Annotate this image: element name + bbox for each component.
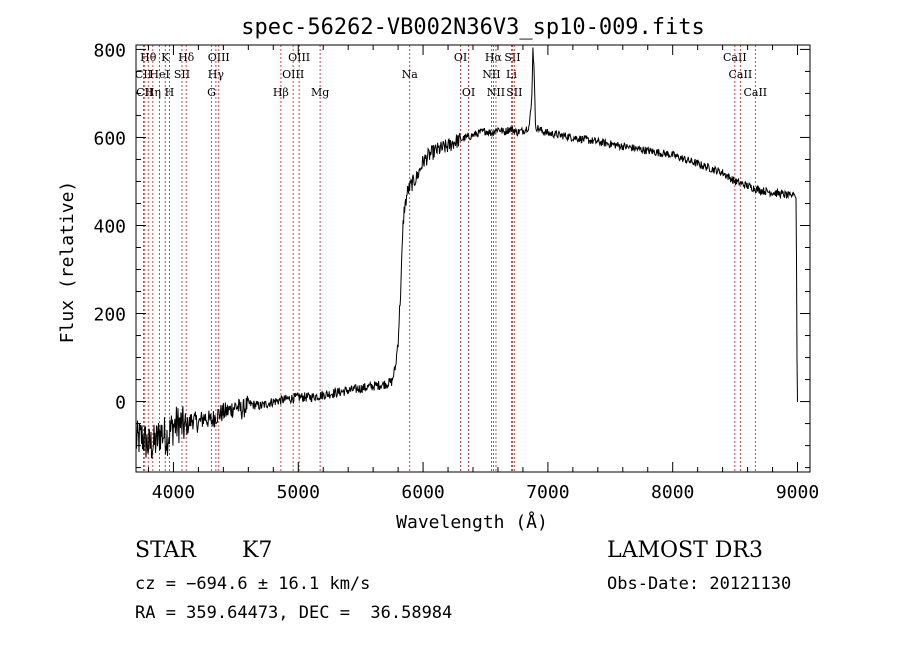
line-label: H: [165, 86, 175, 99]
x-tick-label: 6000: [401, 482, 444, 503]
y-tick-label: 600: [93, 128, 126, 149]
x-tick-label: 7000: [526, 482, 569, 503]
line-label: OIII: [288, 51, 310, 64]
line-label: OI: [454, 51, 467, 64]
ra-dec-coordinates: RA = 359.64473, DEC = 36.58984: [135, 603, 453, 623]
line-label: G: [207, 86, 216, 99]
object-class: STAR: [135, 538, 196, 563]
axis-ticks: 4000 5000 6000 7000 8000 9000 0 200 400 600 800: [93, 40, 819, 503]
line-label: HeI: [149, 68, 169, 81]
redshift-cz: cz = −694.6 ± 16.1 km/s: [135, 574, 371, 594]
line-label: NII: [482, 68, 500, 81]
x-axis-label: Wavelength (Å): [396, 511, 548, 533]
line-label: Mg: [311, 86, 329, 99]
line-label: Na: [402, 68, 419, 81]
line-label: NII: [487, 86, 505, 99]
plot-frame: [135, 44, 811, 473]
flux-spectrum-line: [135, 47, 798, 459]
line-label: Hγ: [208, 68, 225, 81]
line-label: Hδ: [178, 51, 195, 64]
y-axis-label: Flux (relative): [57, 181, 78, 344]
line-label: OIII: [282, 68, 304, 81]
y-tick-label: 800: [93, 40, 126, 61]
y-tick-label: 400: [93, 216, 126, 237]
line-label: Hη: [145, 86, 161, 99]
line-label: OI: [462, 86, 475, 99]
object-subclass: K7: [242, 538, 273, 563]
x-tick-label: 8000: [651, 482, 694, 503]
line-label: SII: [174, 68, 190, 81]
y-tick-label: 0: [115, 393, 126, 414]
x-tick-label: 4000: [152, 482, 195, 503]
line-label: Hα: [485, 51, 503, 64]
y-tick-label: 200: [93, 305, 126, 326]
line-label: SII: [506, 86, 522, 99]
line-label: OIII: [208, 51, 230, 64]
line-label: K: [161, 51, 170, 64]
line-label: Li: [506, 68, 517, 81]
line-label: CaII: [743, 86, 767, 99]
obs-date: Obs-Date: 20121130: [607, 574, 792, 594]
survey-name: LAMOST DR3: [607, 538, 763, 563]
line-label: CaII: [723, 51, 747, 64]
x-tick-label: 9000: [776, 482, 819, 503]
line-label: Hβ: [273, 86, 289, 99]
line-label: Hθ: [140, 51, 157, 64]
line-label: SII: [504, 51, 520, 64]
line-label: CII: [136, 86, 153, 99]
chart-title: spec-56262-VB002N36V3_sp10-009.fits: [241, 15, 705, 40]
x-tick-label: 5000: [277, 482, 320, 503]
line-label: CaII: [729, 68, 753, 81]
